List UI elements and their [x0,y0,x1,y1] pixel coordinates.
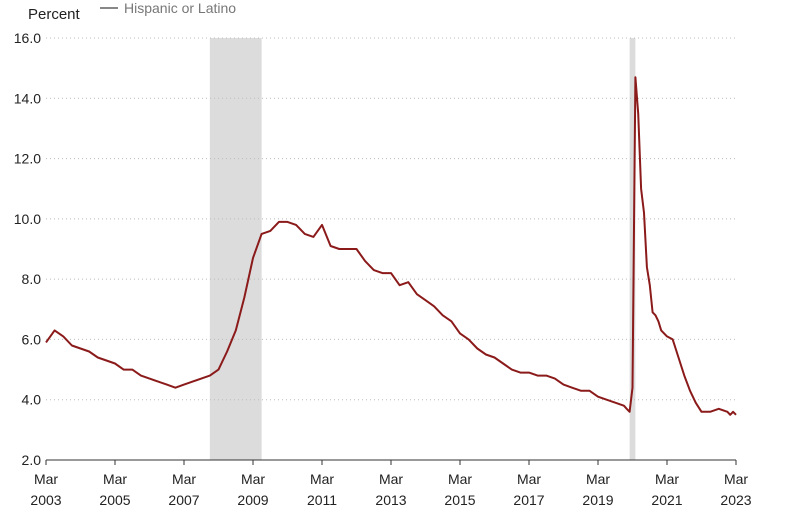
x-tick-month: Mar [34,471,58,487]
x-tick-year: 2021 [651,492,682,508]
y-tick-label: 6.0 [22,331,42,347]
y-axis-title: Percent [28,6,80,23]
y-tick-label: 2.0 [22,452,42,468]
y-tick-label: 12.0 [14,151,41,167]
x-tick-year: 2015 [444,492,475,508]
x-tick-year: 2005 [99,492,130,508]
x-tick-year: 2003 [30,492,61,508]
x-tick-month: Mar [586,471,610,487]
x-tick-month: Mar [379,471,403,487]
legend-label: Hispanic or Latino [124,0,237,16]
x-tick-month: Mar [724,471,748,487]
series-line-0 [45,76,737,416]
x-tick-year: 2023 [720,492,751,508]
x-tick-month: Mar [103,471,127,487]
recession-band-0 [209,38,262,460]
x-tick-year: 2007 [168,492,199,508]
y-tick-label: 14.0 [14,90,41,106]
y-tick-label: 4.0 [22,392,42,408]
x-tick-month: Mar [448,471,472,487]
y-tick-label: 8.0 [22,271,42,287]
x-tick-year: 2017 [513,492,544,508]
x-tick-month: Mar [655,471,679,487]
recession-band-1 [629,38,636,460]
y-tick-label: 16.0 [14,30,41,46]
x-tick-month: Mar [241,471,265,487]
x-tick-year: 2013 [375,492,406,508]
legend-swatch [100,7,118,9]
x-tick-month: Mar [517,471,541,487]
x-tick-year: 2009 [237,492,268,508]
x-tick-year: 2011 [307,492,337,508]
x-tick-year: 2019 [582,492,613,508]
y-tick-label: 10.0 [14,211,41,227]
legend: Hispanic or Latino [100,0,236,16]
x-tick-month: Mar [310,471,334,487]
x-tick-month: Mar [172,471,196,487]
